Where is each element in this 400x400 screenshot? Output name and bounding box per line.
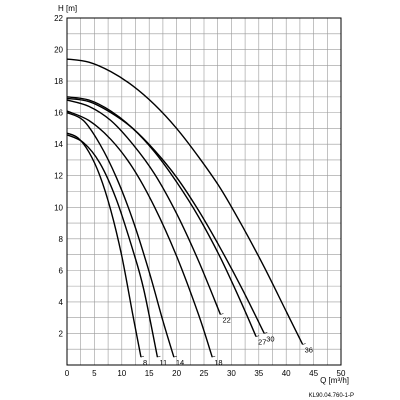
x-tick-label: 0 — [65, 369, 70, 378]
curve-label-18: 18 — [214, 358, 222, 367]
y-tick-label: 20 — [54, 46, 63, 55]
x-tick-label: 30 — [227, 369, 236, 378]
curve-labels: 8 11 14 18 22 27 30 36 — [140, 313, 313, 367]
chart-code: KL90.04.760-1-P — [309, 393, 354, 399]
x-tick-label: 5 — [92, 369, 97, 378]
curve-leader-11 — [157, 355, 161, 358]
tick-labels: 0 5 10 15 20 25 30 35 40 45 50 2 4 6 8 10 12 14 16 18 20 22 — [54, 14, 346, 378]
curve-label-22: 22 — [222, 316, 230, 325]
curve-11 — [66, 134, 159, 358]
curve-leader-8 — [140, 355, 145, 358]
y-tick-label: 6 — [59, 266, 64, 275]
y-tick-label: 8 — [59, 235, 64, 244]
axes — [66, 17, 342, 366]
y-tick-label: 2 — [59, 329, 64, 338]
curve-leader-22 — [220, 313, 224, 315]
x-tick-label: 20 — [172, 369, 181, 378]
curve-label-14: 14 — [176, 358, 184, 367]
plot-frame — [66, 17, 342, 366]
curve-leader-14 — [173, 355, 177, 358]
y-tick-label: 16 — [54, 109, 63, 118]
y-tick-label: 18 — [54, 77, 63, 86]
x-tick-label: 25 — [200, 369, 209, 378]
x-tick-label: 40 — [282, 369, 291, 378]
curve-label-8: 8 — [143, 358, 147, 367]
x-tick-label: 10 — [117, 369, 126, 378]
x-axis-label: Q [m³/h] — [320, 376, 349, 385]
curve-leader-27 — [255, 335, 260, 337]
curve-18 — [66, 110, 213, 358]
curve-30 — [66, 97, 265, 334]
y-tick-label: 14 — [54, 140, 63, 149]
curve-8 — [66, 132, 142, 358]
curve-label-27: 27 — [258, 338, 266, 347]
curve-36 — [66, 58, 304, 345]
curve-14 — [66, 111, 175, 358]
grid — [66, 17, 342, 366]
y-tick-label: 4 — [59, 298, 64, 307]
curves — [66, 58, 304, 358]
x-tick-label: 45 — [309, 369, 318, 378]
y-tick-label: 22 — [54, 14, 63, 23]
curve-leader-36 — [302, 343, 306, 345]
y-tick-label: 10 — [54, 203, 63, 212]
x-tick-label: 35 — [254, 369, 263, 378]
curve-leader-30 — [264, 332, 268, 334]
curve-label-36: 36 — [305, 345, 313, 354]
y-tick-label: 12 — [54, 172, 63, 181]
x-tick-label: 15 — [145, 369, 154, 378]
curve-22 — [66, 99, 222, 315]
curve-leader-18 — [212, 355, 216, 358]
curve-label-11: 11 — [159, 358, 167, 367]
curve-27 — [66, 96, 257, 337]
curve-label-30: 30 — [266, 334, 274, 343]
y-axis-label: H [m] — [58, 4, 77, 13]
x-tick-label: 50 — [337, 369, 346, 378]
